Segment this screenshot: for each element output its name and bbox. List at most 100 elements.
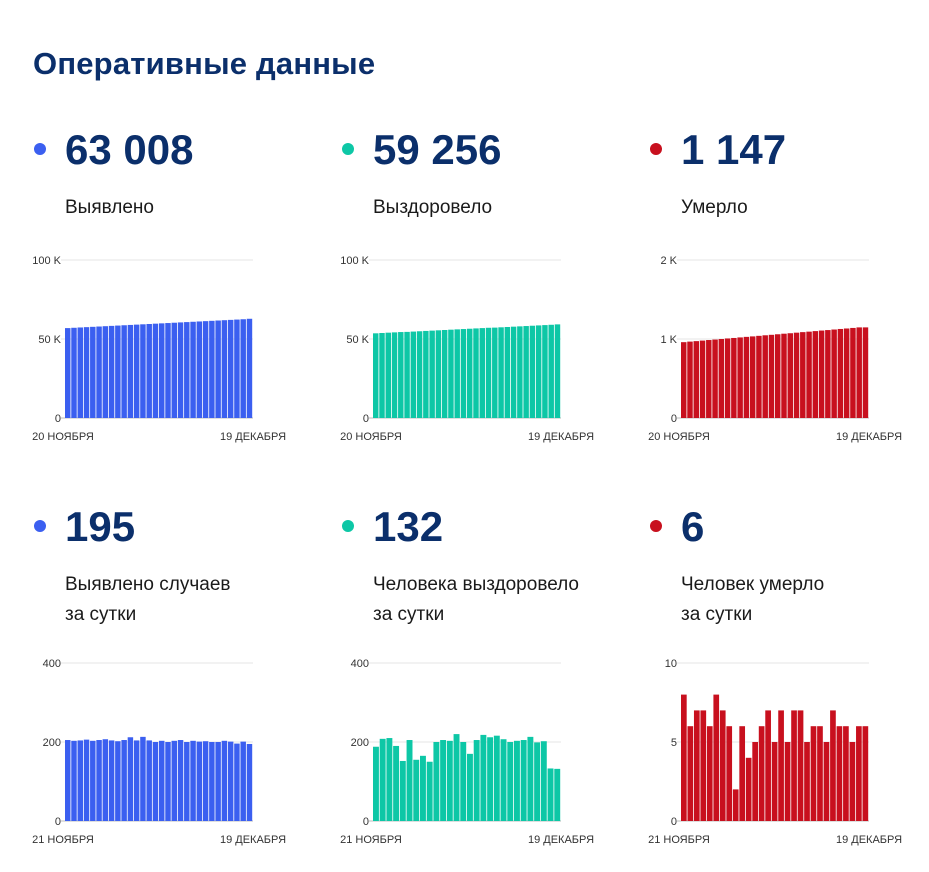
red-dot-icon [650, 520, 662, 532]
bar [784, 742, 791, 821]
stat-card-detected-total: 63 008 Выявлено 0 50 K 100 K 20 НОЯБРЯ 19 ДЕ… [32, 125, 333, 455]
bar [862, 726, 869, 821]
bar [454, 329, 460, 418]
bar [498, 327, 504, 418]
stat-label-line: Человека выздоровело [373, 574, 580, 595]
blue-dot-icon [34, 143, 46, 155]
bar [96, 326, 102, 418]
bar [554, 324, 561, 418]
bar [535, 325, 542, 418]
bar [102, 326, 109, 418]
bar [184, 742, 190, 821]
bar [77, 327, 83, 418]
y-tick-label: 0 [55, 816, 61, 828]
bar [791, 710, 797, 821]
bar [227, 741, 234, 821]
bar [687, 341, 693, 418]
bar [810, 726, 817, 821]
bar [385, 332, 391, 418]
y-tick-label: 0 [363, 413, 369, 425]
bar [184, 322, 190, 418]
bar [177, 322, 184, 418]
bar [133, 740, 140, 821]
y-tick-label: 100 K [340, 255, 369, 267]
bar [453, 734, 460, 821]
bar [713, 694, 720, 821]
bar [548, 324, 554, 418]
stat-label-line: за сутки [681, 604, 753, 625]
bar [843, 726, 849, 821]
bar [771, 742, 778, 821]
stat-label-line: Выявлено случаев [65, 574, 231, 595]
bar [234, 743, 240, 821]
bar [202, 321, 209, 418]
bar [504, 326, 511, 418]
bar [693, 710, 700, 821]
y-tick-label: 50 K [38, 334, 61, 346]
stat-label: Выздоровело [373, 193, 633, 223]
bar [404, 331, 410, 418]
chart-detected-daily: 0 200 400 21 НОЯБРЯ 19 ДЕКАБРЯ [32, 658, 286, 846]
bar [712, 339, 718, 418]
bar [719, 710, 726, 821]
red-dot-icon [650, 143, 662, 155]
bar [121, 325, 127, 418]
bar [823, 742, 830, 821]
bar [146, 740, 152, 821]
bar [83, 327, 90, 418]
bar [165, 742, 171, 821]
stat-card-died-total: 1 147 Умерло 0 1 K 2 K 20 НОЯБРЯ 19 ДЕКАБРЯ [648, 125, 929, 455]
bar [460, 329, 467, 418]
bar [850, 327, 856, 418]
stat-card-recovered-total: 59 256 Выздоровело 0 50 K 100 K 20 НОЯБРЯ 19… [340, 125, 641, 455]
bar [806, 331, 812, 418]
bar [749, 336, 756, 418]
bar [90, 326, 96, 418]
bar [416, 331, 423, 418]
bar [737, 337, 743, 418]
bar [448, 329, 454, 418]
bar [706, 726, 713, 821]
bar [523, 326, 529, 418]
bar [391, 332, 398, 418]
bar [681, 694, 687, 821]
bar [90, 740, 96, 821]
x-tick-label: 19 ДЕКАБРЯ [220, 431, 286, 443]
bar [102, 739, 109, 821]
bar [520, 740, 527, 821]
bar [152, 323, 159, 418]
bar [493, 735, 500, 821]
teal-dot-icon [342, 520, 354, 532]
x-tick-label: 21 НОЯБРЯ [32, 834, 94, 846]
bar [202, 741, 209, 821]
bar [240, 319, 246, 418]
bar [373, 333, 379, 418]
stat-value: 59 256 [373, 126, 502, 173]
stat-label-line: за сутки [373, 604, 445, 625]
bar [146, 323, 152, 418]
bar [739, 726, 746, 821]
bar [849, 742, 856, 821]
page-title: Оперативные данные [33, 46, 376, 81]
stat-label: Выявлено [65, 193, 325, 223]
bar [693, 341, 699, 418]
bar [420, 755, 426, 821]
y-tick-label: 2 K [660, 255, 677, 267]
stat-card-died-daily: 6 Человек умерло за сутки 0 5 10 21 НОЯБРЯ 1… [648, 502, 929, 846]
bar [804, 742, 810, 821]
bar [127, 324, 134, 418]
stat-value: 132 [373, 503, 444, 550]
bar [177, 740, 184, 821]
bar [775, 334, 781, 418]
bar [71, 740, 77, 821]
bar [818, 330, 825, 418]
bar [190, 321, 196, 418]
bar [514, 740, 520, 821]
bar [831, 329, 837, 418]
bar [215, 320, 221, 418]
chart-recovered-daily: 0 200 400 21 НОЯБРЯ 19 ДЕКАБРЯ [340, 658, 594, 846]
bar [732, 789, 739, 821]
bar [440, 740, 447, 821]
bar [121, 740, 127, 821]
bar [473, 740, 480, 821]
